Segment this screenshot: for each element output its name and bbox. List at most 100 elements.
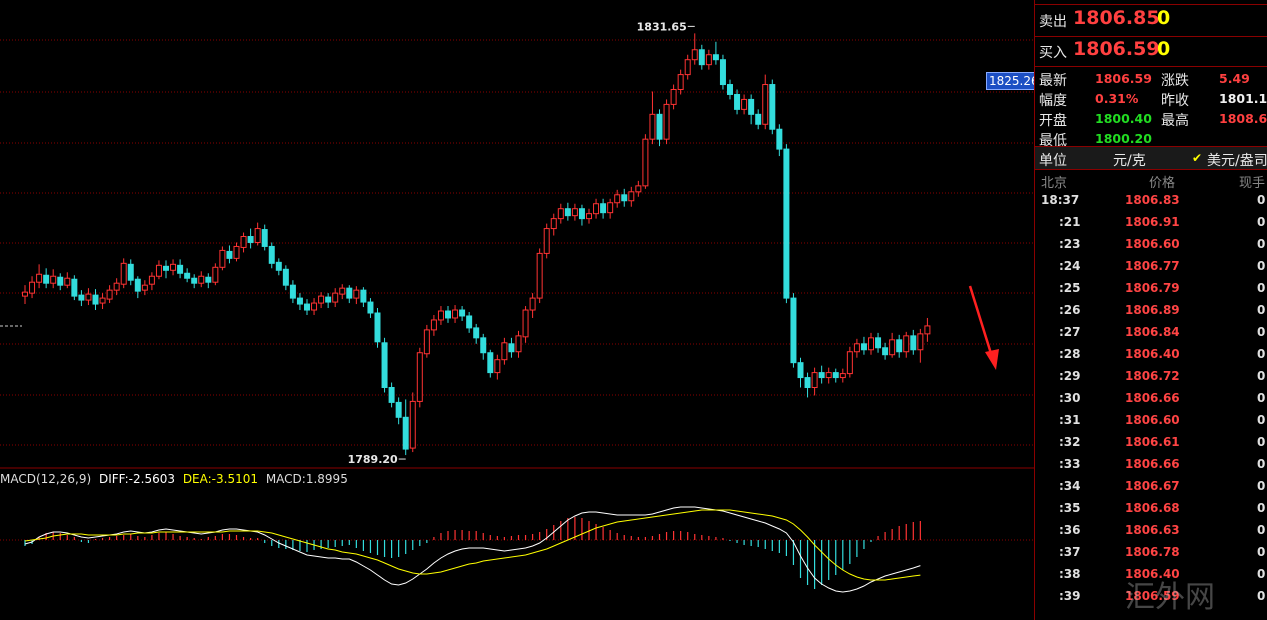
candle-up [917,333,924,351]
buy-quote-row[interactable]: 买入 1806.59 0 [1035,38,1267,64]
candle-down [459,309,466,317]
tick-price: 1806.77 [1125,259,1180,273]
candle-down [719,59,726,86]
tick-price: 1806.78 [1125,545,1180,559]
unit-selector-row[interactable]: 单位 元/克 ✔ 美元/盎司 [1035,147,1267,169]
tick-row[interactable]: :36 1806.63 0 [1035,523,1267,545]
divider [1035,66,1267,67]
candle-down [783,148,790,299]
stat-label: 最低 [1039,133,1067,149]
tick-volume: 0 [1257,413,1266,427]
tick-price: 1806.91 [1125,215,1180,229]
tick-row[interactable]: :38 1806.40 0 [1035,567,1267,589]
chart-canvas[interactable]: 1831.65 1789.20 [0,0,1034,620]
candle-down [875,337,882,349]
candle-down [247,236,254,243]
candle-up [839,373,846,379]
candle-down [388,387,395,403]
macd-indicator-label: MACD(12,26,9) DIFF:-2.5603 DEA:-3.5101 M… [0,472,348,486]
candle-down [755,113,762,125]
candle-down [43,274,50,284]
panel-top-divider [1035,4,1267,5]
tick-time: :39 [1059,589,1081,603]
tick-time: 18:37 [1041,193,1080,207]
tick-volume: 0 [1257,545,1266,559]
quote-stat-row: 最低 1800.20 [1035,129,1267,149]
tick-row[interactable]: :27 1806.84 0 [1035,325,1267,347]
tick-volume: 0 [1257,259,1266,273]
tick-volume: 0 [1257,479,1266,493]
tick-row[interactable]: :33 1806.66 0 [1035,457,1267,479]
stat-value: 1806.59 [1095,71,1152,86]
tick-time: :33 [1059,457,1081,471]
candle-up [430,319,437,331]
tick-row[interactable]: :30 1806.66 0 [1035,391,1267,413]
stat-value: 1801.10 [1219,91,1267,106]
stat-value: 0.31% [1095,91,1139,106]
candle-down [395,401,402,418]
current-price-badge: 1825.26 [986,72,1042,90]
candle-up [501,342,508,361]
candle-up [240,236,247,248]
candle-up [141,284,148,291]
candle-up [219,249,226,268]
candle-up [889,339,896,356]
candle-up [155,264,162,277]
ticks-header: 北京 价格 现手 [1035,172,1267,191]
candle-up [642,138,649,187]
tick-time: :26 [1059,303,1081,317]
unit-label: 单位 [1039,153,1067,169]
tick-volume: 0 [1257,523,1266,537]
candle-up [635,185,642,193]
tick-row[interactable]: :29 1806.72 0 [1035,369,1267,391]
divider [1035,36,1267,37]
tick-price: 1806.72 [1125,369,1180,383]
stat-label: 最新 [1039,73,1067,89]
tick-price: 1806.67 [1125,479,1180,493]
candle-up [494,359,501,374]
tick-row[interactable]: :39 1806.59 0 [1035,589,1267,611]
candle-up [522,309,529,338]
buy-label: 买入 [1039,45,1067,61]
candle-down [374,312,381,343]
macd-diff-line [24,506,921,593]
ticks-header-price: 价格 [1149,176,1176,191]
candle-up [529,297,536,311]
candle-down [466,315,473,329]
candle-up [339,287,346,295]
tick-row[interactable]: :21 1806.91 0 [1035,215,1267,237]
tick-row[interactable]: :26 1806.89 0 [1035,303,1267,325]
tick-row[interactable]: 18:37 1806.83 0 [1035,193,1267,215]
stat-value: 1800.20 [1095,131,1152,146]
unit-usd-per-ounce[interactable]: 美元/盎司 [1207,153,1267,169]
candle-down [296,297,303,305]
candle-up [212,266,219,283]
candle-down [698,49,705,66]
tick-row[interactable]: :31 1806.60 0 [1035,413,1267,435]
tick-row[interactable]: :32 1806.61 0 [1035,435,1267,457]
candle-down [205,276,212,283]
sell-quote-row[interactable]: 卖出 1806.85 0 [1035,7,1267,33]
tick-volume: 0 [1257,589,1266,603]
candle-up [332,292,339,303]
tick-time: :24 [1059,259,1081,273]
tick-time: :28 [1059,347,1081,361]
tick-row[interactable]: :34 1806.67 0 [1035,479,1267,501]
tick-row[interactable]: :37 1806.78 0 [1035,545,1267,567]
candle-down [473,327,480,339]
tick-row[interactable]: :23 1806.60 0 [1035,237,1267,259]
stat-value: 5.49 [1219,71,1250,86]
tick-volume: 0 [1257,501,1266,515]
candle-up [586,213,592,220]
tick-row[interactable]: :35 1806.68 0 [1035,501,1267,523]
candle-down [57,276,64,286]
macd-dea-line [24,509,921,581]
candlestick-chart-area[interactable]: 1831.65 1789.20 1825.26 MACD(12,26,9) DIF… [0,0,1042,620]
tick-row[interactable]: :28 1806.40 0 [1035,347,1267,369]
candle-up [437,310,444,321]
candle-down [381,342,388,388]
tick-row[interactable]: :25 1806.79 0 [1035,281,1267,303]
tick-row[interactable]: :24 1806.77 0 [1035,259,1267,281]
tick-volume: 0 [1257,281,1266,295]
unit-yuan-per-gram[interactable]: 元/克 [1113,153,1146,169]
